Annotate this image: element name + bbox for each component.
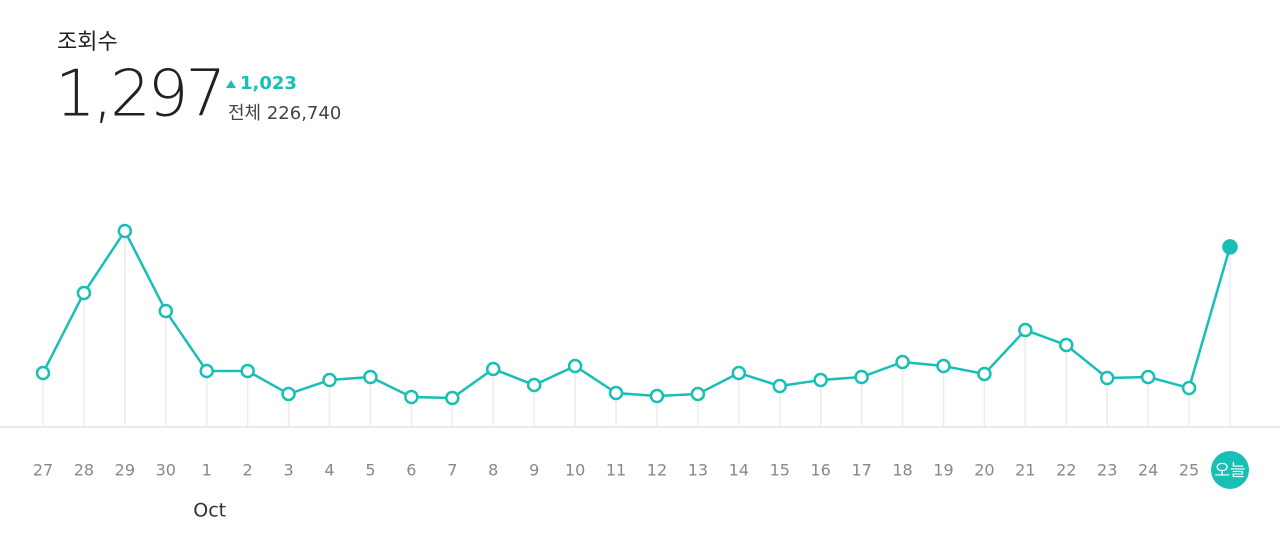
point	[240, 363, 255, 379]
stat-total: 전체 226,740	[228, 103, 341, 124]
x-tick-label: 12	[647, 461, 667, 480]
point	[322, 372, 337, 388]
x-tick-label: 7	[447, 461, 457, 480]
x-tick-label: 19	[933, 461, 953, 480]
point	[1222, 239, 1238, 255]
x-tick-label: 27	[33, 461, 53, 480]
x-tick-label: 5	[365, 461, 375, 480]
point	[895, 354, 910, 370]
x-tick-label: 22	[1056, 461, 1076, 480]
point	[1099, 370, 1115, 386]
point	[690, 386, 706, 402]
x-tick-label: 25	[1179, 461, 1199, 480]
point	[158, 303, 174, 319]
month-label: Oct	[193, 500, 226, 522]
x-tick-label: 6	[406, 461, 416, 480]
x-tick-label: 10	[565, 461, 585, 480]
stat-change: 1,023	[240, 73, 297, 94]
x-tick-label: 11	[606, 461, 626, 480]
point	[404, 389, 419, 405]
point	[1059, 337, 1074, 353]
line	[41, 229, 1232, 400]
x-tick-label: 28	[74, 461, 94, 480]
point	[813, 372, 828, 388]
x-tick-label: 4	[324, 461, 334, 480]
point	[567, 358, 583, 374]
point	[281, 386, 296, 402]
point	[1140, 369, 1156, 385]
x-tick-label: 오늘	[1214, 461, 1245, 481]
point	[445, 390, 460, 406]
point	[526, 377, 542, 393]
x-tick-label: 16	[811, 461, 831, 480]
point	[485, 361, 501, 377]
point	[854, 369, 869, 385]
point	[1018, 322, 1033, 338]
stat-title: 조회수	[57, 30, 118, 55]
point	[731, 365, 747, 381]
point	[76, 285, 92, 301]
stat-value: 1,297	[55, 58, 223, 132]
x-tick-label: 23	[1097, 461, 1117, 480]
point	[977, 366, 992, 382]
point	[199, 363, 214, 379]
x-tick-label: 1	[202, 461, 212, 480]
x-tick-label: 2	[243, 461, 253, 480]
point	[936, 358, 951, 374]
x-tick-label: 14	[729, 461, 749, 480]
point	[363, 369, 378, 385]
x-tick-label: 21	[1015, 461, 1035, 480]
x-tick-label: 20	[974, 461, 994, 480]
x-tick-label: 29	[115, 461, 135, 480]
point	[608, 385, 624, 401]
point	[1181, 380, 1197, 396]
point	[117, 223, 133, 239]
x-tick-label: 13	[688, 461, 708, 480]
x-tick-label: 18	[892, 461, 912, 480]
x-tick-label: 9	[529, 461, 539, 480]
x-tick-label: 8	[488, 461, 498, 480]
point	[35, 365, 51, 381]
point	[772, 378, 788, 394]
x-tick-label: 24	[1138, 461, 1158, 480]
today-badge	[1211, 451, 1249, 489]
x-tick-label: 15	[770, 461, 790, 480]
x-tick-label: 30	[156, 461, 176, 480]
up-arrow	[226, 80, 236, 88]
point	[649, 388, 665, 404]
x-tick-label: 17	[851, 461, 871, 480]
x-tick-label: 3	[283, 461, 293, 480]
